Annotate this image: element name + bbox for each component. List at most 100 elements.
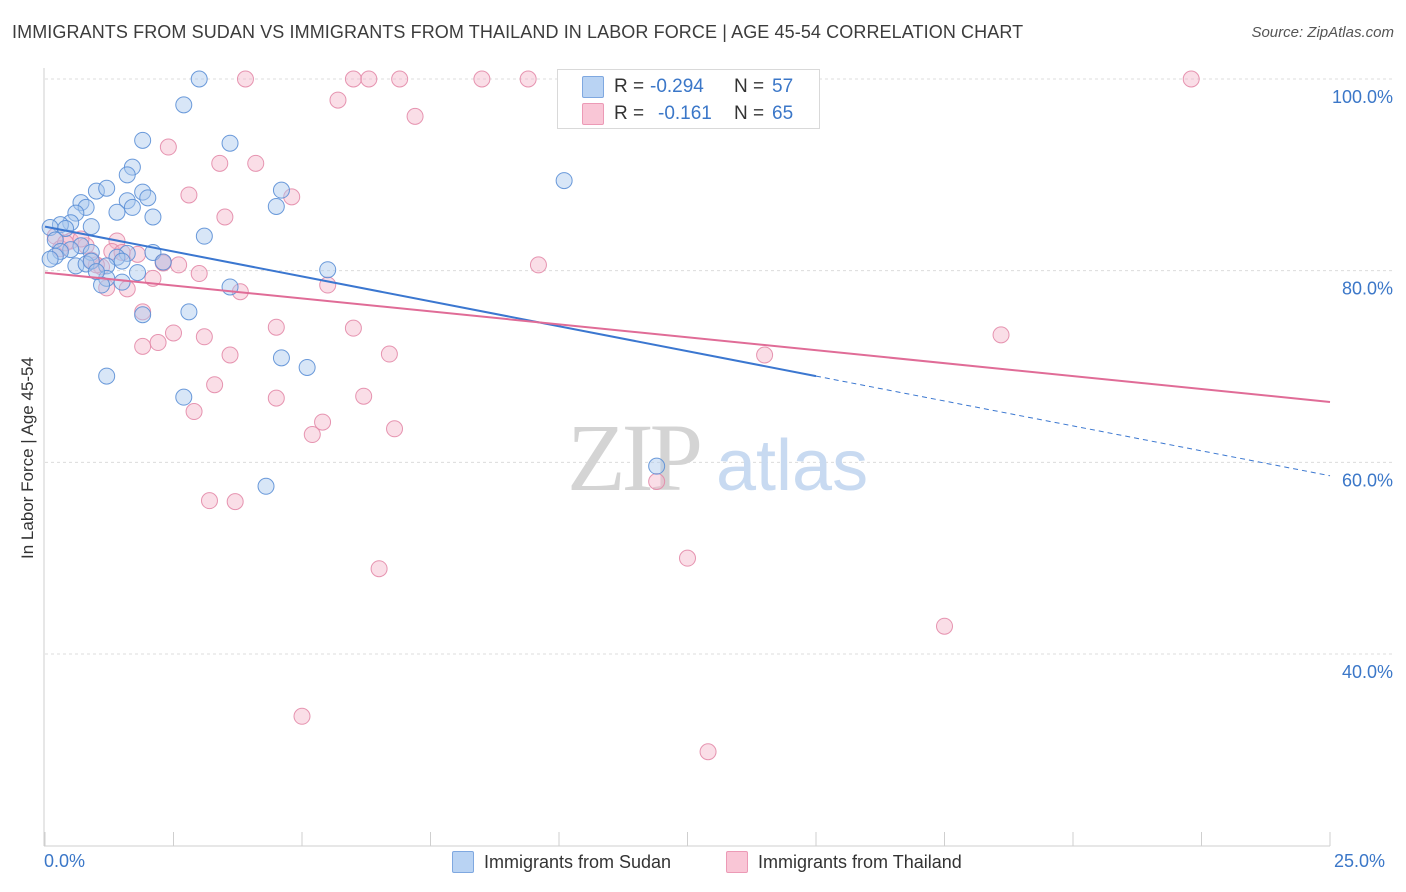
sudan-n-value: 57	[772, 76, 794, 97]
sudan-point	[190, 70, 208, 88]
thailand-point	[293, 707, 311, 725]
sudan-legend-swatch	[452, 851, 474, 873]
thailand-point	[216, 208, 234, 226]
sudan-point	[98, 179, 116, 197]
sudan-point	[108, 203, 126, 221]
sudan-point	[67, 204, 85, 222]
thailand-point	[699, 743, 717, 761]
legend-item-thailand[interactable]: Immigrants from Thailand	[726, 851, 962, 873]
thailand-point	[314, 413, 332, 431]
sudan-point	[319, 261, 337, 279]
sudan-point	[257, 477, 275, 495]
sudan-point	[195, 227, 213, 245]
thailand-point	[134, 337, 152, 355]
thailand-point	[267, 318, 285, 336]
thailand-point	[200, 492, 218, 510]
legend-item-sudan[interactable]: Immigrants from Sudan	[452, 851, 671, 873]
thailand-point	[360, 70, 378, 88]
y-tick-label: 100.0%	[1332, 87, 1393, 107]
thailand-point	[756, 346, 774, 364]
sudan-point	[272, 349, 290, 367]
sudan-point	[87, 263, 105, 281]
thailand-trend-line	[44, 271, 1331, 403]
sudan-point	[272, 181, 290, 199]
thailand-point	[149, 334, 167, 352]
sudan-point	[180, 303, 198, 321]
thailand-point	[329, 91, 347, 109]
y-tick-label: 40.0%	[1342, 662, 1393, 682]
sudan-point	[41, 250, 59, 268]
sudan-point	[87, 182, 105, 200]
sudan-point	[221, 134, 239, 152]
stats-legend: R = -0.294 N = 57 R = -0.161 N = 65	[557, 69, 820, 129]
thailand-point	[165, 324, 182, 342]
sudan-point	[72, 237, 90, 255]
sudan-trend-line	[44, 225, 817, 378]
thailand-point	[1182, 70, 1200, 88]
y-tick-label: 80.0%	[1342, 279, 1393, 299]
thailand-point	[221, 346, 239, 364]
sudan-point	[298, 358, 316, 376]
thailand-point	[344, 319, 362, 337]
thailand-point	[180, 186, 198, 204]
y-tick-label: 60.0%	[1342, 470, 1393, 490]
sudan-point	[154, 253, 172, 271]
sudan-swatch	[582, 76, 604, 98]
sudan-point	[648, 457, 666, 475]
sudan-r-value: -0.294	[650, 76, 704, 97]
sudan-point	[72, 194, 90, 212]
trend-lines	[44, 225, 1331, 477]
thailand-point	[206, 376, 224, 394]
n-label: N =	[734, 103, 765, 124]
sudan-point	[139, 189, 157, 207]
y-axis-title: In Labor Force | Age 45-54	[18, 357, 37, 559]
sudan-point	[113, 252, 131, 270]
thailand-point	[386, 420, 404, 438]
sudan-point	[134, 306, 152, 324]
sudan-point	[98, 367, 116, 385]
thailand-swatch	[582, 103, 604, 125]
thailand-point	[190, 265, 208, 283]
sudan-trend-extension	[815, 375, 1331, 477]
thailand-point	[211, 154, 229, 172]
thailand-point	[370, 560, 388, 578]
x-tick-label-min: 0.0%	[44, 851, 86, 871]
grid	[45, 78, 1394, 655]
thailand-point	[247, 154, 265, 172]
y-tick-labels: 40.0% 60.0% 80.0% 100.0%	[1332, 87, 1393, 682]
thailand-n-value: 65	[772, 103, 794, 124]
thailand-point	[519, 70, 537, 88]
sudan-point	[134, 131, 152, 149]
thailand-points	[46, 70, 1200, 761]
sudan-point	[118, 166, 136, 184]
sudan-point	[98, 257, 116, 275]
sudan-point	[555, 172, 573, 190]
axes	[43, 68, 1331, 847]
thailand-point	[355, 387, 373, 405]
thailand-point	[113, 243, 131, 261]
thailand-point	[267, 389, 285, 407]
sudan-point	[62, 241, 80, 259]
legend-label-thailand: Immigrants from Thailand	[758, 851, 962, 872]
chart-title: IMMIGRANTS FROM SUDAN VS IMMIGRANTS FROM…	[12, 22, 1024, 42]
thailand-point	[406, 107, 424, 125]
thailand-point	[992, 326, 1010, 344]
sudan-point	[144, 208, 162, 226]
thailand-r-value: -0.161	[658, 103, 712, 124]
thailand-point	[236, 70, 254, 88]
r-label: R =	[614, 103, 645, 124]
thailand-point	[380, 345, 398, 363]
sudan-point	[46, 247, 64, 265]
sudan-point	[82, 218, 100, 236]
sudan-point	[113, 273, 131, 291]
r-label: R =	[614, 76, 645, 97]
source-label: Source: ZipAtlas.com	[1251, 24, 1394, 41]
sudan-point	[175, 388, 193, 406]
sudan-point	[123, 198, 141, 216]
thailand-point	[303, 426, 321, 444]
sudan-points	[41, 70, 666, 495]
thailand-point	[170, 256, 188, 274]
legend-label-sudan: Immigrants from Sudan	[484, 851, 672, 872]
thailand-point	[195, 328, 213, 346]
